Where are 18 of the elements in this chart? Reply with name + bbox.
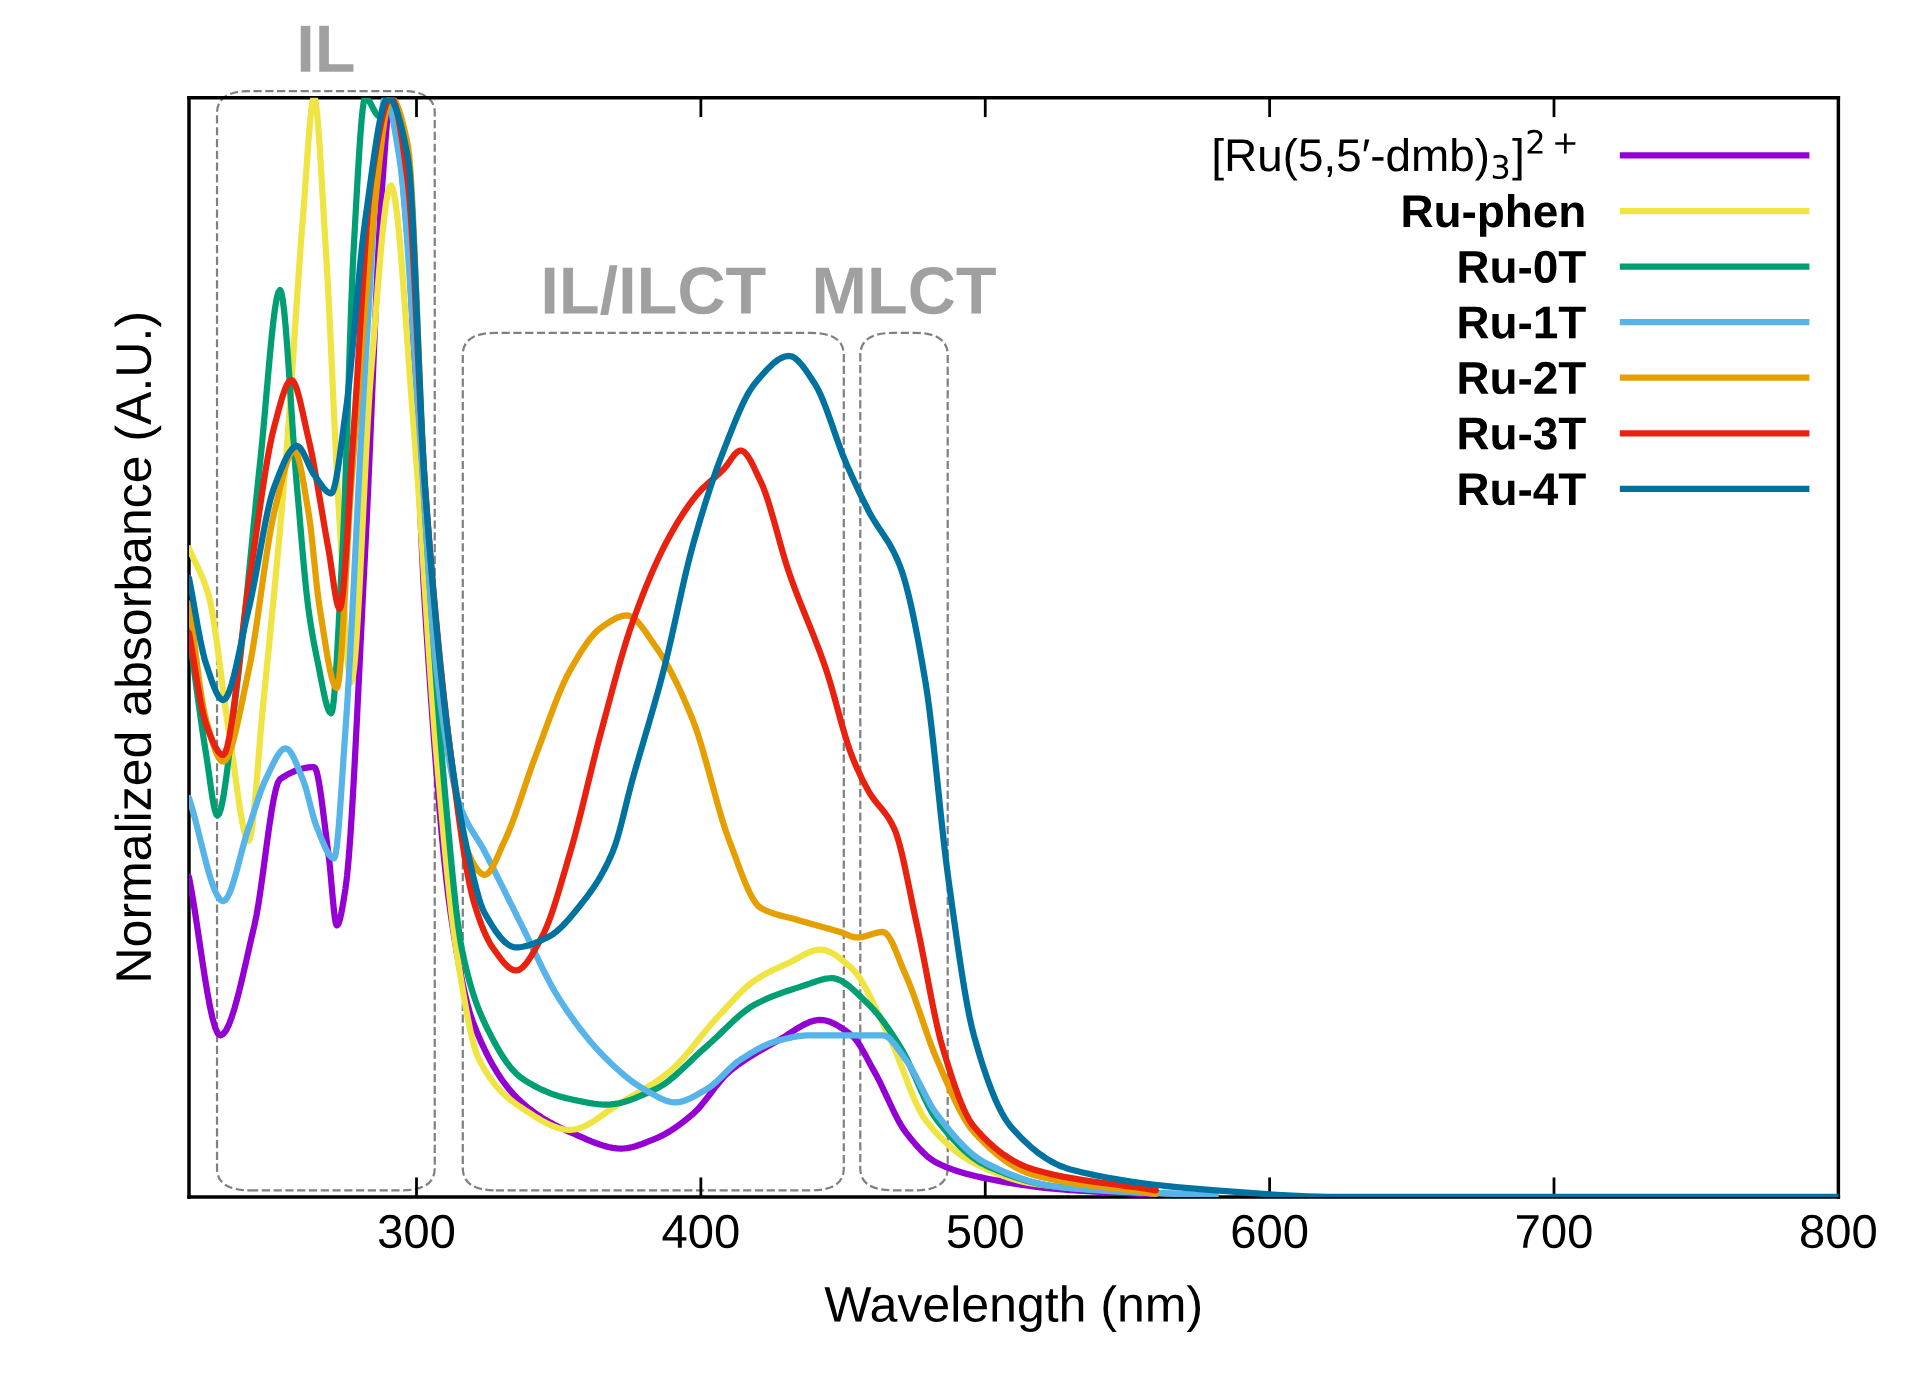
legend-label: Ru-0T	[1459, 250, 1586, 284]
legend-label: Ru-3T	[1459, 417, 1586, 450]
legend-label: [Ru(5,5′-dmb)$_{3}$]$^{2+}$	[1214, 129, 1576, 181]
x-axis-title: Wavelength (nm)	[824, 1285, 1200, 1332]
legend-label: Ru-2T	[1459, 361, 1586, 395]
annotation: MLCT	[815, 267, 996, 315]
x-tick-label: 500	[947, 1214, 1023, 1249]
x-tick-label: 700	[1517, 1214, 1592, 1249]
x-tick-label: 600	[1232, 1214, 1308, 1249]
x-tick-label: 800	[1801, 1214, 1876, 1249]
x-tick-label: 400	[662, 1214, 739, 1249]
legend-label: Ru-1T	[1459, 306, 1586, 339]
x-tick-label: 300	[378, 1214, 455, 1249]
y-axis-title: Normalized absorbance (A.U.)	[114, 314, 162, 980]
legend-label: Ru-4T	[1459, 473, 1586, 506]
annotation: IL/ILCT	[544, 265, 766, 315]
legend-label: Ru-phen	[1403, 193, 1584, 237]
text: IL	[300, 25, 354, 72]
